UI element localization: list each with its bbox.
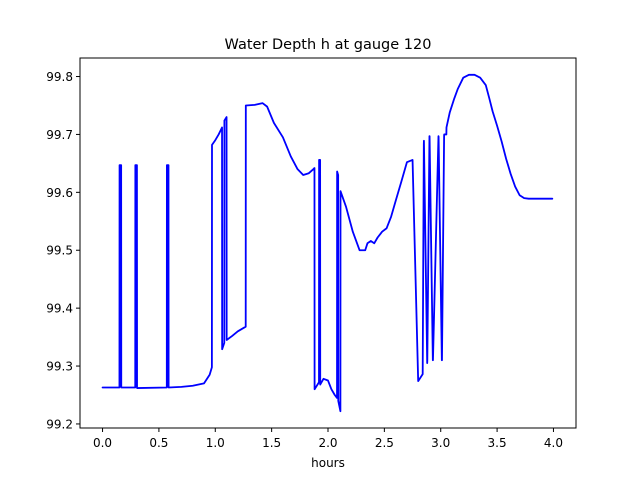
y-tick-label: 99.7 [46, 128, 73, 142]
y-tick-label: 99.8 [46, 70, 73, 84]
x-tick-label: 1.5 [262, 436, 281, 450]
x-tick-label: 4.0 [544, 436, 563, 450]
y-tick-label: 99.5 [46, 244, 73, 258]
x-tick-label: 2.0 [318, 436, 337, 450]
chart-title: Water Depth h at gauge 120 [225, 37, 432, 53]
plot-area: 0.0 0.5 1.0 1.5 2.0 2.5 3.0 3.5 4.0 99.2 99.3 99.4 9… [46, 57, 577, 450]
x-tick-label: 3.5 [488, 436, 507, 450]
x-axis-label: hours [311, 456, 345, 470]
y-tick-label: 99.2 [46, 417, 73, 431]
y-tick-label: 99.6 [46, 186, 73, 200]
x-tick-label: 1.0 [206, 436, 225, 450]
y-tick-label: 99.3 [46, 360, 73, 374]
y-tick-label: 99.4 [46, 302, 73, 316]
x-tick-label: 0.0 [93, 436, 112, 450]
x-tick-label: 2.5 [375, 436, 394, 450]
x-tick-label: 3.0 [431, 436, 450, 450]
series-line-0 [101, 73, 554, 413]
x-tick-label: 0.5 [149, 436, 168, 450]
